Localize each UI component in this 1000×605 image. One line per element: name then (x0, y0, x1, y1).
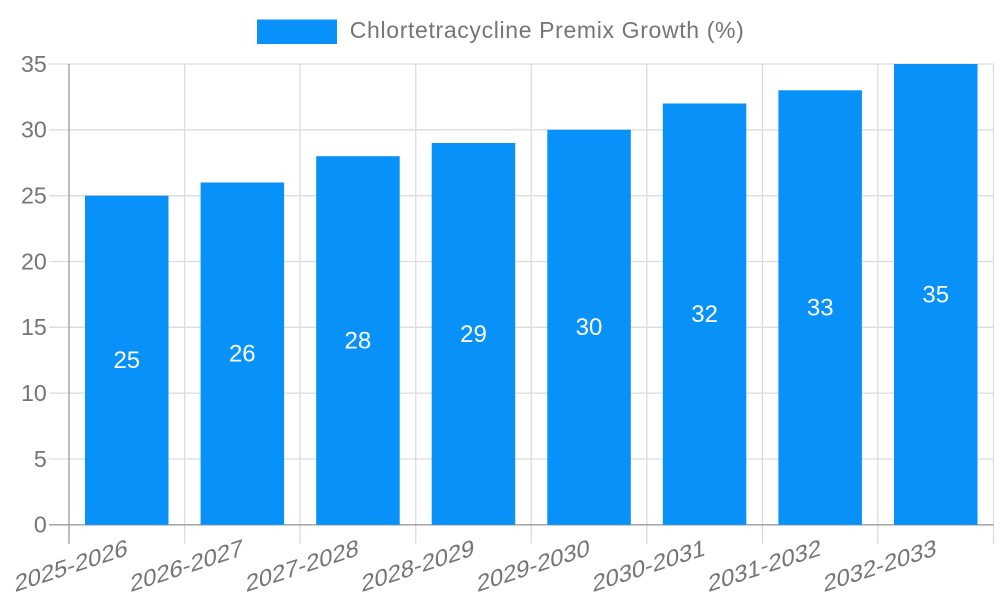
svg-text:33: 33 (807, 295, 834, 322)
svg-text:32: 32 (691, 301, 718, 328)
svg-text:25: 25 (113, 347, 140, 374)
svg-text:35: 35 (21, 51, 47, 77)
svg-text:28: 28 (345, 327, 372, 354)
svg-text:5: 5 (34, 446, 47, 472)
svg-text:30: 30 (576, 314, 603, 341)
svg-text:2031-2032: 2031-2032 (708, 535, 821, 598)
svg-text:2026-2027: 2026-2027 (130, 535, 243, 598)
svg-text:2029-2030: 2029-2030 (477, 535, 590, 598)
svg-text:0: 0 (34, 512, 47, 538)
svg-text:30: 30 (21, 117, 47, 143)
svg-text:15: 15 (21, 314, 47, 340)
svg-text:35: 35 (922, 281, 949, 308)
svg-text:2030-2031: 2030-2031 (593, 535, 706, 598)
svg-text:2032-2033: 2032-2033 (824, 535, 937, 598)
svg-text:2028-2029: 2028-2029 (361, 535, 474, 598)
svg-text:2027-2028: 2027-2028 (246, 535, 359, 598)
svg-text:26: 26 (229, 341, 256, 368)
svg-text:2025-2026: 2025-2026 (15, 535, 128, 598)
svg-text:20: 20 (21, 248, 47, 274)
svg-text:29: 29 (460, 321, 487, 348)
svg-text:Chlortetracycline Premix Growt: Chlortetracycline Premix Growth (%) (350, 17, 745, 43)
svg-text:25: 25 (21, 183, 47, 209)
svg-text:10: 10 (21, 380, 47, 406)
